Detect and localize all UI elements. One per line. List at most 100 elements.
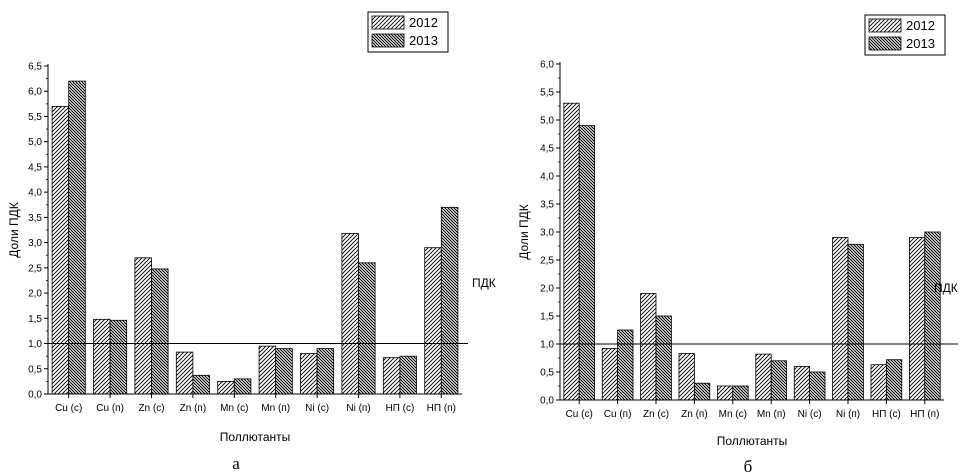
bar-2012-3	[640, 293, 657, 401]
chart-panel-a: 0,0 0,5 1,0 1,5 2,0 2,5 3,0 3,5 4,0 4,5 5,0 5,5 6,0 6…	[7, 11, 496, 473]
pdk-reference-label: ПДК	[934, 281, 958, 295]
y-tick-label: 4,0	[28, 188, 42, 199]
bar-2012-7	[300, 353, 318, 395]
x-tick-label: Cu (п)	[604, 409, 632, 420]
x-tick-label: Ni (п)	[346, 403, 370, 414]
y-tick-label: 0,0	[540, 396, 554, 407]
bar-2012-3	[134, 257, 152, 395]
x-tick-label: НП (п)	[910, 409, 939, 420]
x-tick-label: Ni (c)	[798, 409, 822, 420]
y-tick-label: 6,0	[540, 60, 554, 71]
x-tick-label: НП (п)	[427, 403, 456, 414]
x-tick-label: Zn (п)	[180, 403, 207, 414]
bar-2012-7	[793, 365, 811, 401]
x-tick-label: Cu (c)	[566, 409, 593, 420]
y-tick-label: 6,0	[28, 87, 42, 98]
panel-caption: б	[744, 457, 753, 475]
x-tick-label: Mn (п)	[261, 403, 290, 414]
bar-2012-4	[678, 353, 695, 401]
x-axis-title: Поллютанты	[717, 434, 788, 448]
y-tick-label: 0,5	[540, 368, 554, 379]
y-tick-label: 1,0	[28, 339, 42, 350]
bar-2013-4	[694, 382, 711, 401]
bar-2012-9	[870, 364, 887, 401]
y-axis-title: Доли ПДК	[7, 202, 21, 257]
y-axis-title: Доли ПДК	[517, 204, 531, 259]
bar-2012-10	[424, 247, 442, 395]
y-tick-label: 5,5	[28, 112, 42, 123]
bar-2012-9	[382, 357, 401, 395]
y-tick-label: 3,0	[28, 238, 42, 249]
legend-swatch-2012	[868, 18, 902, 33]
bar-2013-7	[316, 348, 335, 395]
x-tick-label: Ni (п)	[836, 409, 860, 420]
legend-label-2013: 2013	[906, 36, 935, 51]
bar-2013-8	[847, 243, 864, 401]
bar-2013-7	[809, 371, 826, 401]
x-tick-label: НП (c)	[872, 409, 901, 420]
y-tick-label: 1,5	[28, 314, 42, 325]
x-tick-label: Ni (c)	[305, 403, 329, 414]
bar-2013-5	[233, 378, 252, 395]
y-tick-label: 2,5	[540, 256, 554, 267]
bar-2012-1	[563, 102, 580, 401]
y-tick-label: 5,0	[540, 116, 554, 127]
y-tick-label: 5,5	[540, 88, 554, 99]
bar-2013-6	[275, 348, 293, 395]
y-tick-label: 0,5	[28, 364, 42, 375]
bar-2012-10	[909, 237, 926, 401]
bar-2013-9	[886, 359, 903, 401]
bar-2012-5	[217, 380, 235, 395]
bar-2012-6	[755, 353, 772, 401]
y-tick-label: 4,5	[28, 162, 42, 173]
x-tick-label: Mn (п)	[757, 409, 786, 420]
x-tick-label: Zn (п)	[681, 409, 708, 420]
bar-2012-4	[175, 351, 194, 395]
bar-2013-10	[440, 206, 459, 395]
bar-2013-3	[151, 268, 169, 395]
legend-label-2013: 2013	[409, 33, 438, 48]
bar-2013-4	[192, 374, 210, 395]
bar-2012-2	[601, 348, 619, 401]
bar-2013-1	[578, 125, 596, 401]
y-tick-label: 3,5	[28, 213, 42, 224]
bar-2013-2	[109, 319, 128, 395]
y-tick-label: 2,5	[28, 263, 42, 274]
bar-2012-2	[93, 318, 111, 395]
x-tick-label: Zn (c)	[643, 409, 669, 420]
bar-2013-6	[770, 360, 788, 401]
legend-label-2012: 2012	[409, 15, 438, 30]
y-tick-label: 3,0	[540, 228, 554, 239]
x-tick-label: Zn (c)	[138, 403, 164, 414]
x-axis-title: Поллютанты	[220, 430, 291, 444]
chart-panel-b: 0,00,51,01,52,02,53,03,54,04,55,05,56,0 …	[517, 14, 958, 475]
y-tick-label: 1,5	[540, 312, 554, 323]
legend: 2012 2013	[864, 14, 946, 56]
x-axis: Cu (c) Cu (п) Zn (c) Zn (п) Mn (c) Mn (п) Ni (…	[48, 393, 462, 414]
x-tick-label: Mn (c)	[220, 403, 248, 414]
legend-swatch-2013	[371, 33, 405, 48]
y-tick-label: 5,0	[28, 137, 42, 148]
y-tick-label: 4,0	[540, 172, 554, 183]
bar-2013-10	[924, 231, 941, 401]
x-axis: Cu (c) Cu (п) Zn (c) Zn (п) Mn (c) Mn (п) Ni (…	[560, 399, 944, 420]
y-tick-label: 3,5	[540, 200, 554, 211]
bar-2013-2	[617, 329, 634, 401]
y-tick-label: 0,0	[28, 390, 42, 401]
y-tick-label: 2,0	[540, 284, 554, 295]
pdk-reference-label: ПДК	[472, 276, 496, 290]
y-tick-label: 2,0	[28, 289, 42, 300]
bar-2012-8	[341, 233, 359, 395]
x-tick-label: Cu (п)	[96, 403, 124, 414]
x-tick-label: Mn (c)	[719, 409, 747, 420]
legend-label-2012: 2012	[906, 18, 935, 33]
bar-2012-6	[258, 345, 277, 395]
bar-2013-8	[358, 262, 376, 395]
bar-2012-5	[717, 385, 734, 401]
legend: 2012 2013	[367, 11, 449, 53]
panel-caption: а	[232, 454, 240, 473]
bars-group	[563, 102, 941, 401]
y-tick-label: 1,0	[540, 340, 554, 351]
y-tick-label: 6,5	[28, 62, 42, 73]
